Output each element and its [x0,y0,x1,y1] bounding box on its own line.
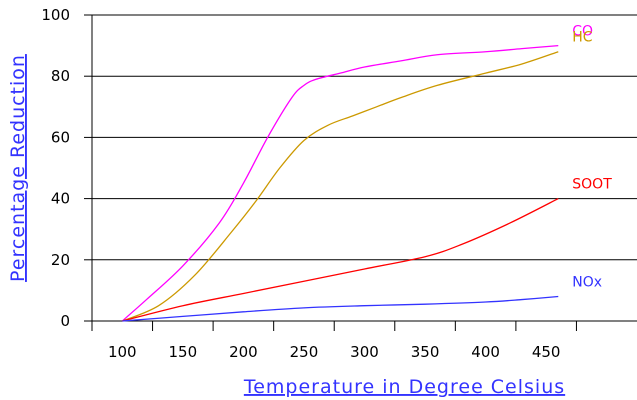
series-line-co [121,44,559,322]
axis-titles: Temperature in Degree Celsius Percentage … [7,54,565,398]
x-tick-label: 250 [290,343,319,361]
x-axis-title: Temperature in Degree Celsius [243,376,565,398]
x-tick-label: 300 [350,343,379,361]
x-tick-label: 450 [532,343,561,361]
tick-marks [84,14,577,331]
series-line-soot [122,198,559,322]
y-tick-label: 100 [41,6,70,24]
y-tick-label: 20 [51,251,70,269]
y-axis-title: Percentage Reduction [7,54,29,282]
series-lines [121,44,559,322]
tick-labels: 0 20 40 60 80 100 100 150 200 250 300 350 400 450 [41,6,560,361]
y-tick-label: 40 [51,190,70,208]
series-label-co: CO [572,24,593,40]
x-tick-label: 400 [471,343,500,361]
x-tick-label: 350 [411,343,440,361]
grid-lines [92,14,637,261]
series-label-soot: SOOT [572,177,612,193]
y-tick-label: 60 [51,128,70,146]
x-tick-label: 100 [108,343,137,361]
series-label-hc: HC [572,30,593,46]
y-tick-label: 0 [60,312,70,330]
x-tick-label: 200 [229,343,258,361]
x-tick-label: 150 [169,343,198,361]
series-label-nox: NOx [572,275,602,291]
series-line-nox [122,295,559,322]
y-tick-label: 80 [51,67,70,85]
axes [91,15,637,322]
series-line-hc [122,51,559,322]
